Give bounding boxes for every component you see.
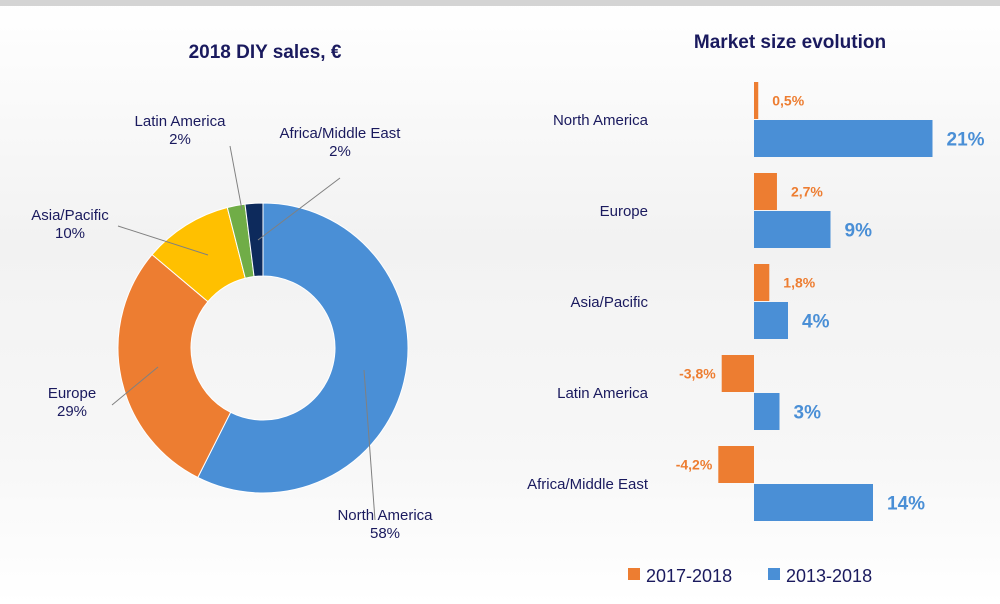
legend-swatch — [768, 568, 780, 580]
leader-line — [257, 177, 341, 241]
leader-line — [117, 225, 209, 256]
bar-2013-2018 — [754, 302, 788, 339]
bar-data-label: 3% — [794, 403, 822, 424]
bar-2017-2018 — [718, 446, 754, 483]
bar-2013-2018 — [754, 484, 873, 521]
bar-category-label: North America — [553, 112, 649, 129]
legend-swatch — [628, 568, 640, 580]
donut-slice-europe — [117, 253, 232, 479]
bar-title: Market size evolution — [693, 32, 887, 53]
bar-data-label: 2,7% — [791, 184, 823, 200]
leader-line — [111, 366, 159, 406]
donut-label: Asia/Pacific 10% — [31, 207, 109, 242]
bar-data-label: 1,8% — [783, 275, 815, 291]
donut-label: North America 58% — [337, 507, 433, 542]
bar-2013-2018 — [754, 120, 933, 157]
bar-2017-2018 — [721, 355, 754, 392]
bar-data-label: 9% — [845, 221, 873, 242]
bar-2013-2018 — [754, 393, 780, 430]
donut-title: 2018 DIY sales, € — [188, 42, 342, 63]
donut-label: Europe 29% — [48, 385, 96, 420]
bar-category-label: Europe — [600, 203, 648, 220]
bar-data-label: -3,8% — [679, 366, 716, 382]
bar-2017-2018 — [754, 173, 777, 210]
donut-slice-north-america — [197, 202, 409, 494]
bar-2017-2018 — [754, 82, 759, 119]
bar-data-label: 4% — [802, 312, 830, 333]
bar-data-label: 21% — [947, 130, 985, 151]
donut-label: Latin America 2% — [135, 113, 227, 148]
bar-category-label: Asia/Pacific — [570, 294, 648, 311]
legend-label: 2017-2018 — [646, 566, 732, 586]
bar-data-label: 14% — [887, 494, 925, 515]
bar-category-label: Africa/Middle East — [527, 476, 649, 493]
bar-2013-2018 — [754, 211, 831, 248]
leader-line — [363, 369, 376, 521]
bar-data-label: -4,2% — [676, 457, 713, 473]
bar-data-label: 0,5% — [772, 93, 804, 109]
donut-slice-africa-middle-east — [244, 202, 264, 278]
donut-label: Africa/Middle East 2% — [280, 125, 402, 160]
leader-line — [229, 145, 243, 211]
top-divider — [0, 0, 1000, 6]
bar-category-label: Latin America — [557, 385, 649, 402]
legend-label: 2013-2018 — [786, 566, 872, 586]
bar-2017-2018 — [754, 264, 770, 301]
